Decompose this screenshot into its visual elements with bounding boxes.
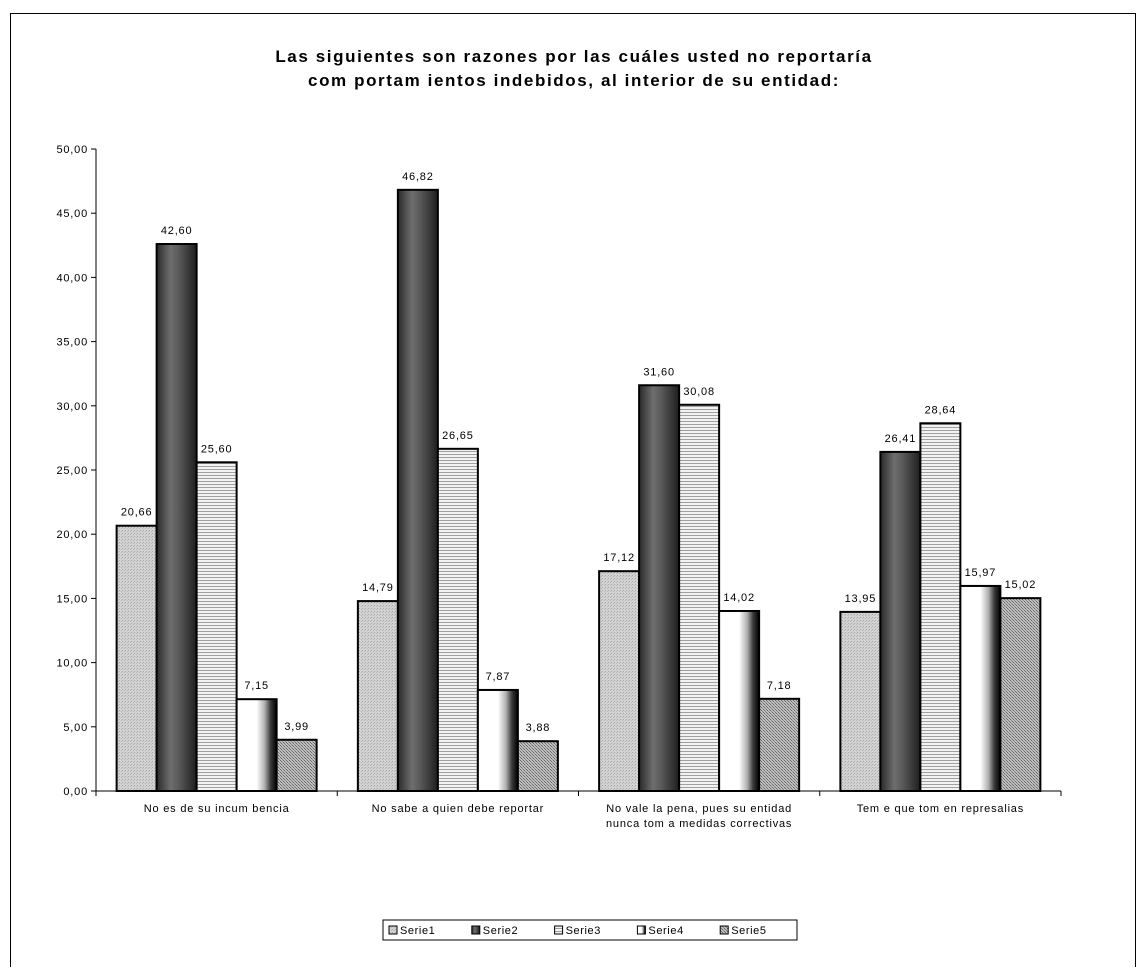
bar-serie1 — [598, 570, 641, 792]
data-label: 7,87 — [486, 671, 511, 683]
y-tick-label: 40,00 — [56, 272, 88, 284]
chart-title-line: Las siguientes son razones por las cuále… — [275, 47, 872, 66]
data-label: 14,79 — [362, 582, 394, 594]
data-label: 15,97 — [965, 567, 997, 579]
x-category-label: No es de su incum bencia — [144, 803, 290, 815]
axes: 0,00 5,00 10,00 15,00 20,00 25,00 30,00 35,00 40… — [56, 144, 1062, 830]
bar-serie3 — [919, 422, 962, 792]
y-tick-label: 20,00 — [56, 529, 88, 541]
data-label: 28,64 — [925, 404, 957, 416]
legend-label: Serie4 — [648, 925, 683, 937]
data-label: 30,08 — [683, 386, 715, 398]
data-label: 7,18 — [767, 680, 792, 692]
legend-swatch — [554, 925, 564, 935]
bar-serie2 — [638, 384, 681, 792]
y-tick-label: 45,00 — [56, 208, 88, 220]
legend-label: Serie3 — [566, 925, 601, 937]
data-label: 17,12 — [603, 552, 635, 564]
data-label: 46,82 — [402, 171, 434, 183]
x-category-label: No sabe a quien debe reportar — [372, 803, 544, 815]
y-tick-label: 25,00 — [56, 465, 88, 477]
bar-serie5 — [999, 597, 1042, 792]
legend-swatch — [719, 925, 729, 935]
data-label: 13,95 — [845, 593, 877, 605]
y-tick-label: 0,00 — [63, 786, 88, 798]
bar-serie1 — [839, 610, 882, 793]
data-label: 26,65 — [442, 430, 474, 442]
bar-serie2 — [879, 450, 922, 792]
x-category-label: No vale la pena, pues su entidad — [606, 803, 792, 815]
bar-serie1 — [115, 524, 158, 792]
bars — [115, 188, 1042, 793]
legend-swatch — [388, 925, 398, 935]
y-tick-label: 50,00 — [56, 144, 88, 156]
bar-serie3 — [678, 403, 721, 792]
bar-serie3 — [195, 461, 238, 792]
legend-swatch — [636, 925, 646, 935]
y-tick-label: 35,00 — [56, 337, 88, 349]
bar-serie5 — [758, 697, 801, 792]
bar-serie4 — [959, 584, 1002, 792]
data-label: 15,02 — [1005, 579, 1037, 591]
bar-serie4 — [718, 609, 761, 793]
chart-title-line: com portam ientos indebidos, al interior… — [308, 71, 840, 90]
bar-serie5 — [275, 738, 318, 792]
data-label: 42,60 — [161, 225, 193, 237]
legend-label: Serie2 — [483, 925, 518, 937]
y-tick-label: 15,00 — [56, 593, 88, 605]
chart-title: Las siguientes son razones por las cuále… — [275, 47, 872, 90]
bar-serie5 — [516, 740, 559, 792]
bar-serie1 — [356, 600, 399, 792]
data-label: 14,02 — [723, 592, 755, 604]
data-label: 3,88 — [526, 722, 551, 734]
legend-box — [382, 919, 798, 941]
bar-serie3 — [436, 447, 479, 792]
data-label: 25,60 — [201, 443, 233, 455]
legend-swatch — [471, 925, 481, 935]
data-label: 3,99 — [284, 721, 309, 733]
x-category-label: Tem e que tom en represalias — [857, 803, 1024, 815]
y-tick-label: 30,00 — [56, 401, 88, 413]
data-label: 20,66 — [121, 507, 153, 519]
data-label: 26,41 — [885, 433, 917, 445]
chart-frame: Las siguientes son razones por las cuále… — [10, 13, 1136, 967]
y-tick-label: 5,00 — [63, 722, 88, 734]
y-tick-label: 10,00 — [56, 658, 88, 670]
data-label: 7,15 — [244, 680, 269, 692]
data-labels: 20,66 42,60 25,60 7,15 3,99 14,79 46,82 26,65 7,… — [121, 171, 1037, 734]
bar-chart: Las siguientes son razones por las cuále… — [56, 47, 1062, 941]
bar-serie2 — [396, 188, 439, 793]
legend-label: Serie5 — [731, 925, 766, 937]
bar-serie2 — [155, 243, 198, 793]
x-category-label: nunca tom a medidas correctivas — [606, 818, 792, 830]
legend: Serie1 Serie2 Serie3 Serie4 Serie5 — [382, 919, 798, 941]
data-label: 31,60 — [643, 366, 675, 378]
bar-serie4 — [476, 688, 519, 793]
bar-serie4 — [235, 698, 278, 792]
legend-label: Serie1 — [400, 925, 435, 937]
